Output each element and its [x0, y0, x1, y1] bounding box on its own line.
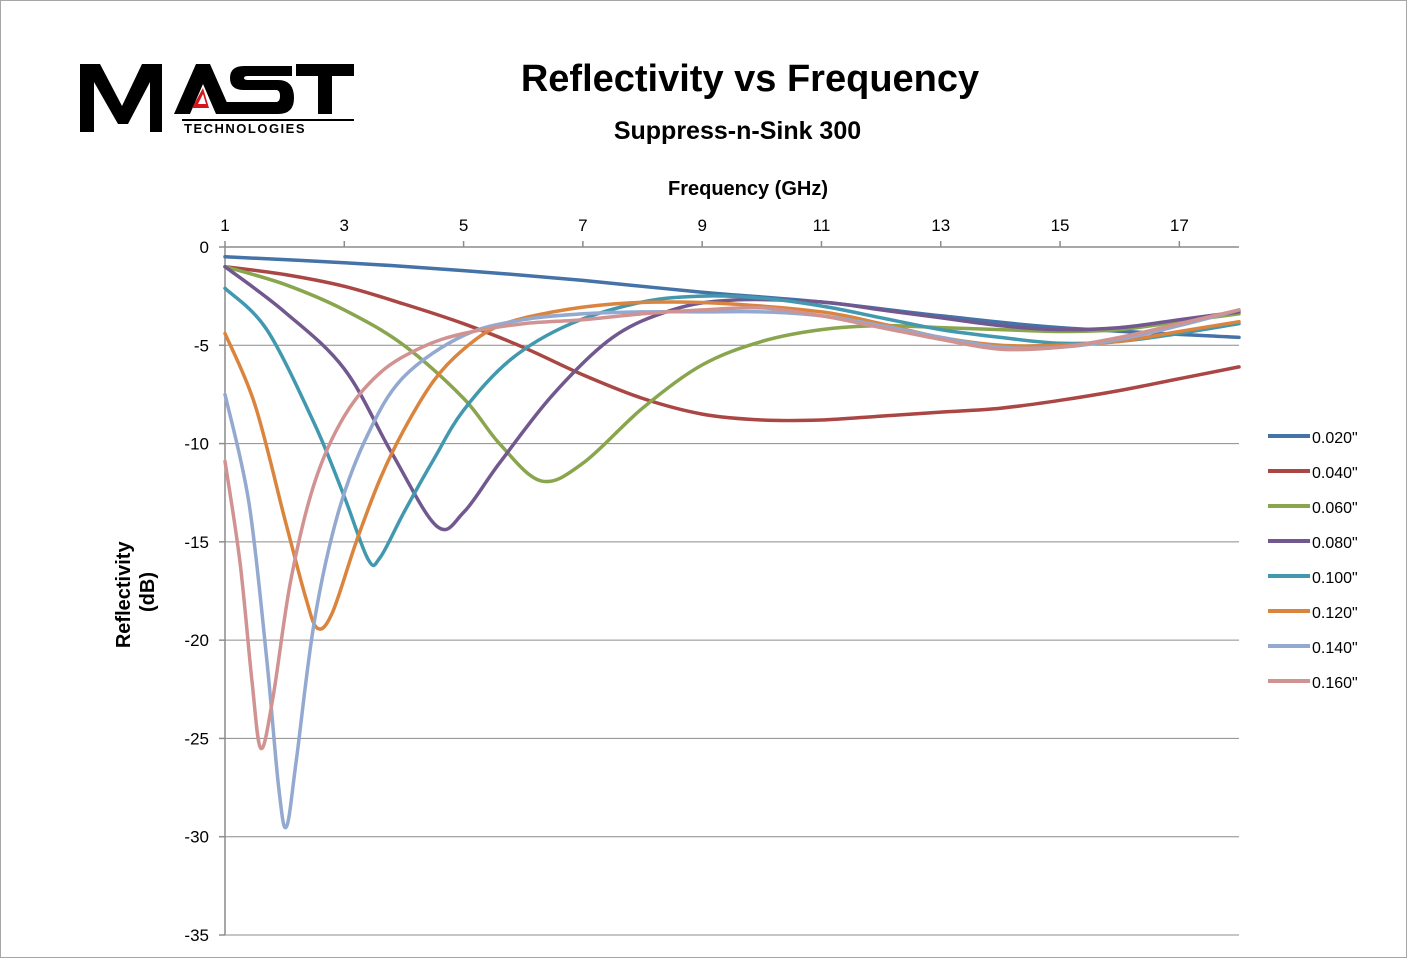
- logo-letter-s: [226, 66, 294, 114]
- axes: [219, 241, 1239, 936]
- legend-item: 0.140": [1268, 640, 1358, 657]
- series-line: [223, 264, 1241, 484]
- x-tick-label: 5: [459, 216, 468, 235]
- logo-letter-a: [174, 64, 232, 114]
- x-tick-label: 13: [931, 216, 950, 235]
- legend-item: 0.120": [1268, 605, 1358, 622]
- chart-title: Reflectivity vs Frequency: [520, 58, 980, 100]
- y-tick-label: 0: [200, 238, 209, 257]
- gridlines: [225, 344, 1239, 936]
- mast-logo: TECHNOLOGIES: [80, 64, 354, 136]
- legend: 0.020" 0.040" 0.060" 0.080" 0.100" 0.120" 0.14…: [1268, 430, 1358, 692]
- legend-label: 0.140": [1312, 640, 1358, 657]
- series-line: [223, 305, 1241, 751]
- x-tick-label: 7: [578, 216, 587, 235]
- legend-item: 0.020": [1268, 430, 1358, 447]
- legend-label: 0.060": [1312, 500, 1358, 517]
- chart-subtitle: Suppress-n-Sink 300: [613, 117, 862, 145]
- series-lines: [223, 255, 1241, 830]
- legend-label: 0.080": [1312, 535, 1358, 552]
- legend-label: 0.100": [1312, 570, 1358, 587]
- x-tick-label: 3: [340, 216, 349, 235]
- x-tick-label: 11: [813, 216, 831, 235]
- logo-letter-t: [296, 64, 354, 114]
- x-tick-label: 17: [1170, 216, 1189, 235]
- y-tick-label: -5: [194, 336, 209, 355]
- series-line: [223, 264, 1241, 423]
- y-tick-label: -30: [184, 828, 209, 847]
- legend-item: 0.040": [1268, 465, 1358, 482]
- x-tick-label: 15: [1051, 216, 1070, 235]
- series-line: [223, 308, 1241, 830]
- x-tick-labels: 1 3 5 7 9 11 13 15 17: [220, 216, 1189, 235]
- y-tick-label: -10: [184, 435, 209, 454]
- y-tick-label: -35: [184, 926, 209, 945]
- series-line: [223, 255, 1241, 340]
- legend-label: 0.020": [1312, 430, 1358, 447]
- legend-label: 0.120": [1312, 605, 1358, 622]
- legend-item: 0.100": [1268, 570, 1358, 587]
- y-axis-label: Reflectivity (dB): [113, 536, 159, 648]
- legend-label: 0.040": [1312, 465, 1358, 482]
- legend-item: 0.060": [1268, 500, 1358, 517]
- x-tick-label: 1: [220, 216, 229, 235]
- series-line: [223, 264, 1241, 532]
- y-tick-label: -20: [184, 631, 209, 650]
- logo-mast-glyphs: [80, 64, 354, 132]
- y-axis-label-line-2: (dB): [137, 572, 159, 612]
- logo-letter-m: [80, 64, 162, 132]
- legend-item: 0.080": [1268, 535, 1358, 552]
- logo-subtext: TECHNOLOGIES: [184, 121, 306, 136]
- y-tick-labels: 0 -5 -10 -15 -20 -25 -30 -35: [184, 238, 209, 945]
- legend-label: 0.160": [1312, 675, 1358, 692]
- x-axis-label: Frequency (GHz): [668, 178, 828, 200]
- x-tick-label: 9: [697, 216, 706, 235]
- legend-item: 0.160": [1268, 675, 1358, 692]
- y-tick-label: -25: [184, 729, 209, 748]
- y-tick-label: -15: [184, 533, 209, 552]
- y-axis-label-line-1: Reflectivity: [113, 541, 135, 649]
